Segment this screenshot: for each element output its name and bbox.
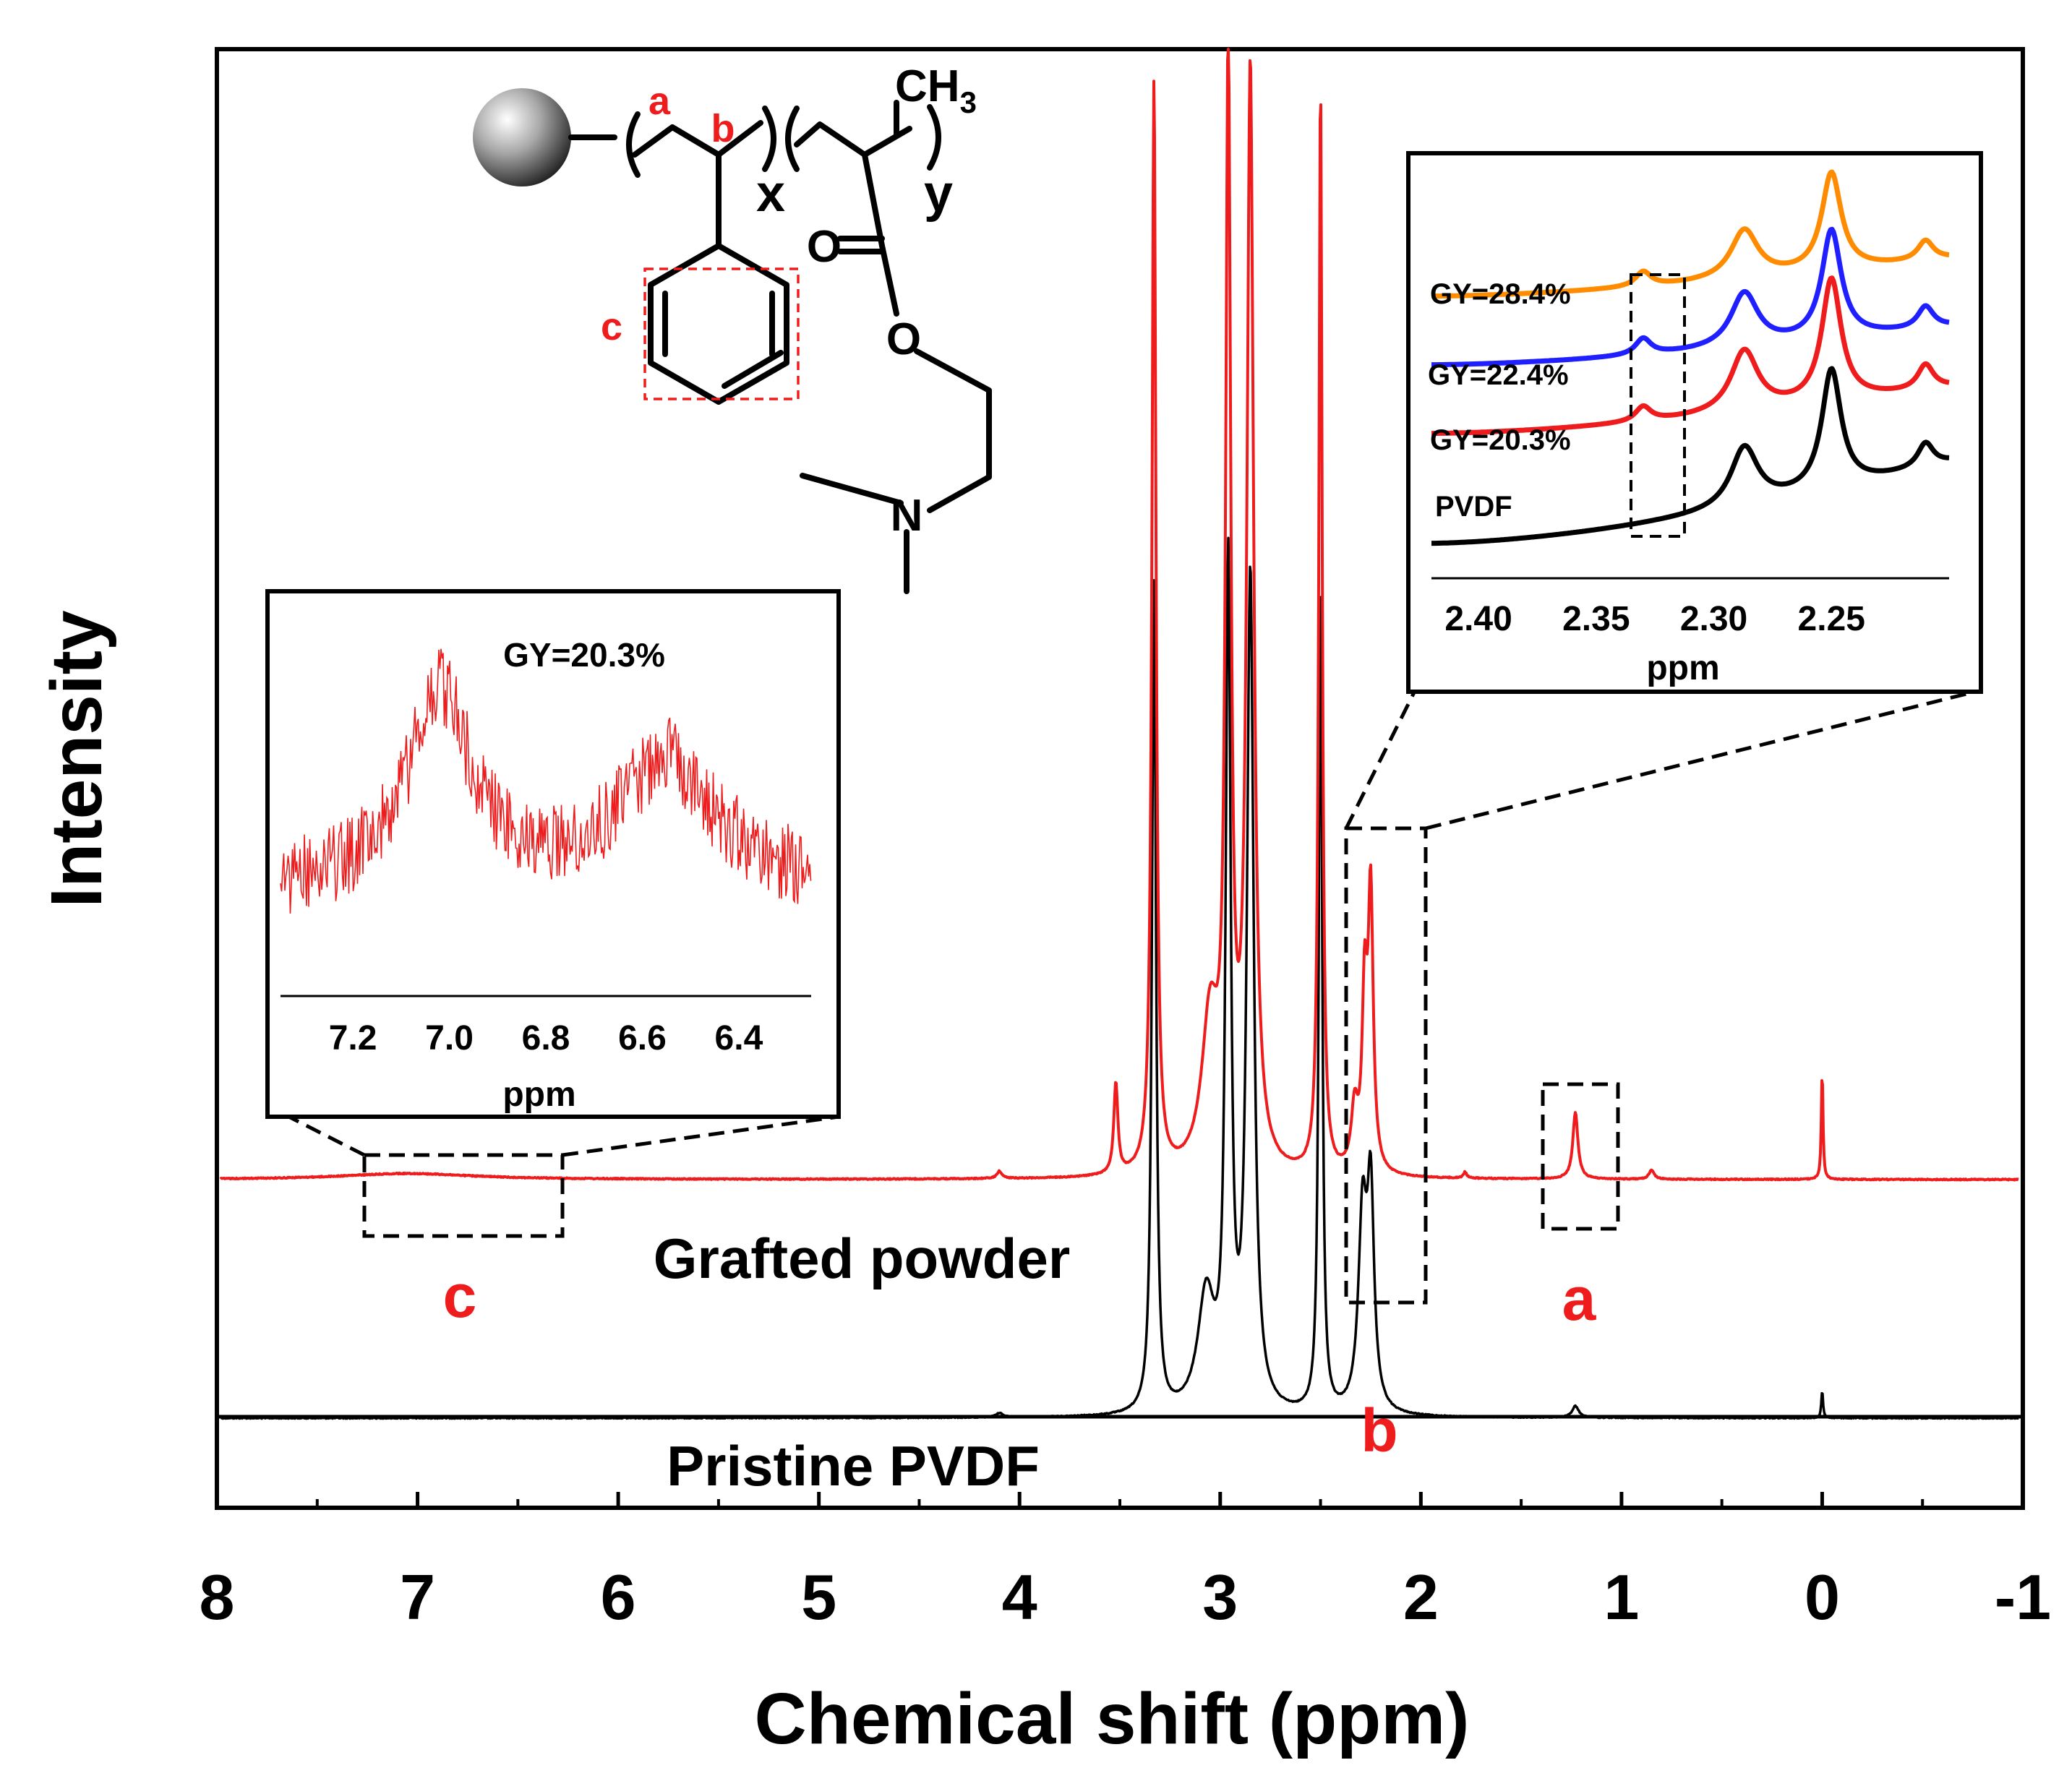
- structure-label-a: a: [648, 80, 671, 123]
- region-box-a: [1541, 1082, 1620, 1231]
- main-spectra: [219, 48, 2019, 1420]
- x-tick-label: 5: [801, 1561, 836, 1633]
- zoom-connectors: [266, 685, 1982, 1157]
- peak-label-c: c: [443, 1262, 477, 1330]
- region-boxes: [362, 826, 1620, 1305]
- inset-right-xlabel: ppm: [1646, 649, 1719, 687]
- x-tick-label: 2: [1403, 1561, 1439, 1633]
- inset-right-tick-label: 2.40: [1444, 600, 1512, 638]
- structure-sub-y: y: [924, 165, 953, 223]
- region-box-c: [362, 1153, 565, 1238]
- inset-right-frame: [1406, 151, 1983, 694]
- main-x-axis: 8 7 6 5 4 3 2 1 0 -1: [200, 1492, 2051, 1633]
- x-tick-label: 7: [400, 1561, 435, 1633]
- inset-right-trace: [1430, 226, 1951, 368]
- connector-c-left: [266, 1104, 366, 1157]
- pristine-pvdf-trace: [220, 536, 2019, 1420]
- peak-label-a: a: [1562, 1265, 1597, 1333]
- inset-aliphatic: 2.40 2.35 2.30 2.25 ppm GY=28.4% GY=22.4% G…: [1406, 151, 1983, 694]
- structure-sub-x: x: [756, 165, 785, 223]
- inset-right-region-box: [1630, 273, 1686, 538]
- inset-left-trace: [280, 648, 812, 914]
- inset-left-tick-label: 7.2: [329, 1019, 377, 1057]
- inset-right-tick-label: 2.30: [1680, 600, 1747, 638]
- peak-label-b: b: [1361, 1396, 1397, 1464]
- connector-b-left: [1344, 685, 1419, 830]
- inset-right-trace: [1430, 169, 1951, 299]
- inset-right-tick-label: 2.25: [1798, 600, 1865, 638]
- region-box-b: [1344, 826, 1428, 1305]
- grafted-powder-label: Grafted powder: [654, 1227, 1070, 1290]
- structure-bonds: [568, 100, 992, 594]
- inset-right-x-axis: 2.40 2.35 2.30 2.25: [1444, 600, 1865, 638]
- x-tick-label: 6: [601, 1561, 636, 1633]
- x-tick-label: 0: [1805, 1561, 1840, 1633]
- connector-b-right: [1425, 688, 1982, 831]
- inset-left-tick-label: 7.0: [425, 1019, 474, 1057]
- inset-right-tick-label: 2.35: [1562, 600, 1630, 638]
- structure-label-c: c: [601, 305, 622, 348]
- x-axis-title: Chemical shift (ppm): [755, 1678, 1470, 1759]
- inset-right-trace: [1430, 366, 1951, 546]
- legend-label-pvdf: PVDF: [1435, 491, 1512, 523]
- legend-label-gy203: GY=20.3%: [1430, 424, 1571, 456]
- x-tick-label: 3: [1202, 1561, 1238, 1633]
- inset-left-xlabel: ppm: [502, 1076, 575, 1114]
- inset-left-tick-label: 6.8: [522, 1019, 570, 1057]
- inset-left-title: GY=20.3%: [503, 636, 665, 674]
- inset-aromatic: 7.2 7.0 6.8 6.6 6.4 GY=20.3% ppm: [265, 589, 841, 1119]
- phenyl-highlight-box: [643, 267, 800, 400]
- legend-label-gy224: GY=22.4%: [1428, 359, 1569, 391]
- structure-carbonyl-o: O: [807, 222, 842, 272]
- inset-left-tick-label: 6.6: [618, 1019, 667, 1057]
- x-tick-label: 1: [1604, 1561, 1639, 1633]
- particle-sphere: [473, 88, 571, 186]
- connector-c-right: [562, 1115, 839, 1157]
- inset-right-traces: [1430, 169, 1951, 546]
- structure-amine-n: N: [891, 491, 923, 541]
- structure-methyl: CH3: [895, 61, 977, 119]
- structure-label-b: b: [711, 107, 735, 150]
- y-axis-title: Intensity: [36, 610, 117, 908]
- legend-label-gy284: GY=28.4%: [1430, 278, 1571, 310]
- grafted-powder-trace: [219, 48, 2019, 1182]
- x-tick-label: 8: [200, 1561, 235, 1633]
- structure-ester-o: O: [886, 314, 921, 364]
- pristine-pvdf-label: Pristine PVDF: [667, 1434, 1040, 1498]
- inset-left-tick-label: 6.4: [715, 1019, 763, 1057]
- x-tick-label: 4: [1002, 1561, 1037, 1633]
- inset-right-trace: [1430, 275, 1951, 437]
- inset-left-x-axis: 7.2 7.0 6.8 6.6 6.4: [329, 1019, 763, 1057]
- x-tick-label: -1: [1995, 1561, 2051, 1633]
- chemical-structure: a b c x y CH3 O O N: [473, 61, 992, 594]
